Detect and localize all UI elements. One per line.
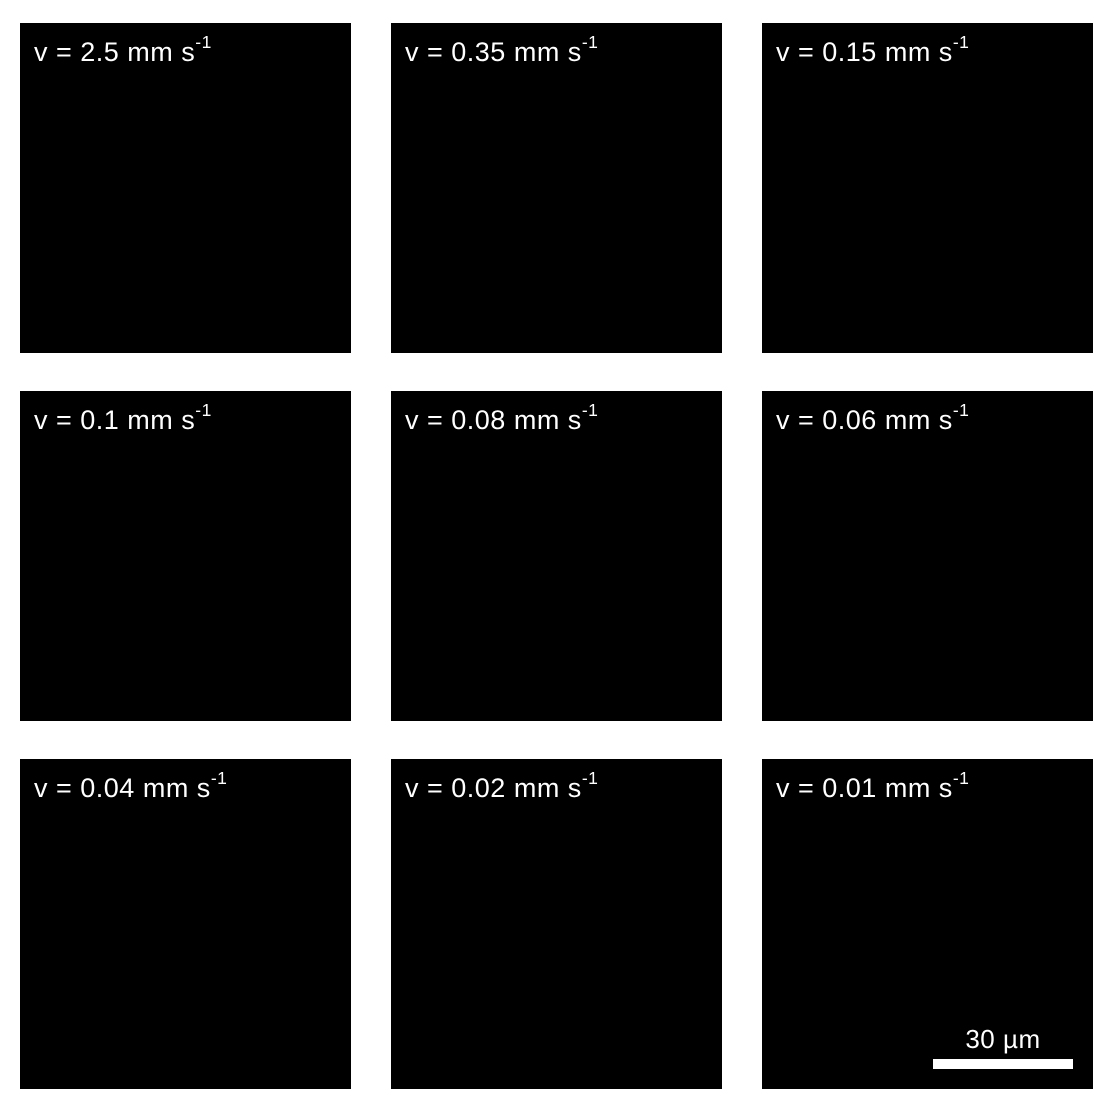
panel-velocity-label: v = 0.06 mm s-1: [776, 403, 969, 436]
micrograph-panel: v = 2.5 mm s-1: [20, 23, 351, 353]
micrograph-panel: v = 0.02 mm s-1: [391, 759, 722, 1089]
scale-bar-line: [933, 1059, 1073, 1069]
panel-velocity-label: v = 0.1 mm s-1: [34, 403, 212, 436]
micrograph-grid: v = 2.5 mm s-1 v = 0.35 mm s-1 v = 0.15 mm…: [20, 23, 1093, 1089]
micrograph-panel: v = 0.08 mm s-1: [391, 391, 722, 721]
panel-velocity-label: v = 0.08 mm s-1: [405, 403, 598, 436]
micrograph-panel: v = 0.35 mm s-1: [391, 23, 722, 353]
exponent: -1: [195, 32, 212, 52]
exponent: -1: [582, 400, 599, 420]
panel-velocity-label: v = 2.5 mm s-1: [34, 35, 212, 68]
exponent: -1: [953, 32, 970, 52]
micrograph-panel: v = 0.1 mm s-1: [20, 391, 351, 721]
exponent: -1: [211, 768, 228, 788]
exponent: -1: [953, 400, 970, 420]
exponent: -1: [195, 400, 212, 420]
panel-velocity-label: v = 0.01 mm s-1: [776, 771, 969, 804]
exponent: -1: [582, 768, 599, 788]
micrograph-panel: v = 0.04 mm s-1: [20, 759, 351, 1089]
scale-bar-label: 30 µm: [965, 1024, 1040, 1055]
exponent: -1: [582, 32, 599, 52]
micrograph-panel: v = 0.01 mm s-1 30 µm: [762, 759, 1093, 1089]
panel-velocity-label: v = 0.02 mm s-1: [405, 771, 598, 804]
exponent: -1: [953, 768, 970, 788]
scale-bar: 30 µm: [933, 1024, 1073, 1069]
panel-velocity-label: v = 0.15 mm s-1: [776, 35, 969, 68]
micrograph-panel: v = 0.06 mm s-1: [762, 391, 1093, 721]
panel-velocity-label: v = 0.35 mm s-1: [405, 35, 598, 68]
panel-velocity-label: v = 0.04 mm s-1: [34, 771, 227, 804]
micrograph-panel: v = 0.15 mm s-1: [762, 23, 1093, 353]
